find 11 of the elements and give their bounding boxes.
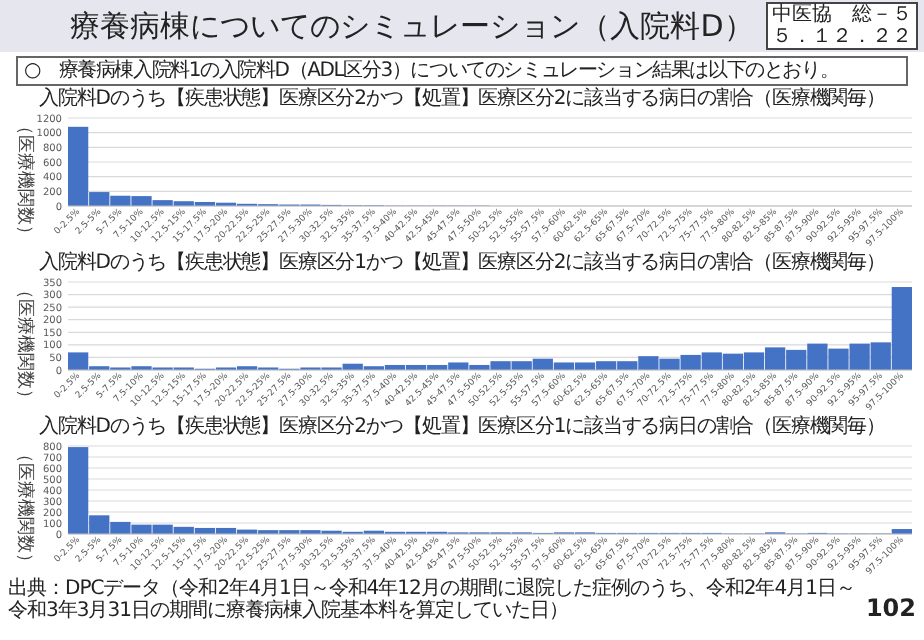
text: 102: [865, 594, 916, 622]
y-axis-title: （医療機関数）: [14, 445, 36, 571]
text: ○ 療養病棟入院料1の入院料D（ADL区分3）についてのシミュレーション結果は以下のとおり。: [16, 56, 908, 86]
y-axis-title: （医療機関数）: [14, 281, 36, 407]
text: 療養病棟についてのシミュレーション（入院料D）: [70, 7, 754, 43]
source-note: 出典：DPCデータ（令和2年4月1日～令和4年12月の期間に退院した症例のうち、令和2年4月1日～令和3年3月31日の期間に療養病棟入院基本料を算定していた日）: [8, 578, 857, 622]
y-axis-title: （医療機関数）: [14, 117, 36, 243]
meeting-box: 中医協 総－５ ５．１２．２２: [766, 2, 918, 50]
chart-title: 入院料Dのうち【疾患状態】医療区分2かつ【処置】医療区分1に該当する病日の割合（医療機関毎）: [37, 416, 887, 438]
chart-title: 入院料Dのうち【疾患状態】医療区分1かつ【処置】医療区分2に該当する病日の割合（医療機関毎）: [37, 252, 887, 274]
chart-title: 入院料Dのうち【疾患状態】医療区分2かつ【処置】医療区分2に該当する病日の割合（医療機関毎）: [37, 88, 887, 110]
